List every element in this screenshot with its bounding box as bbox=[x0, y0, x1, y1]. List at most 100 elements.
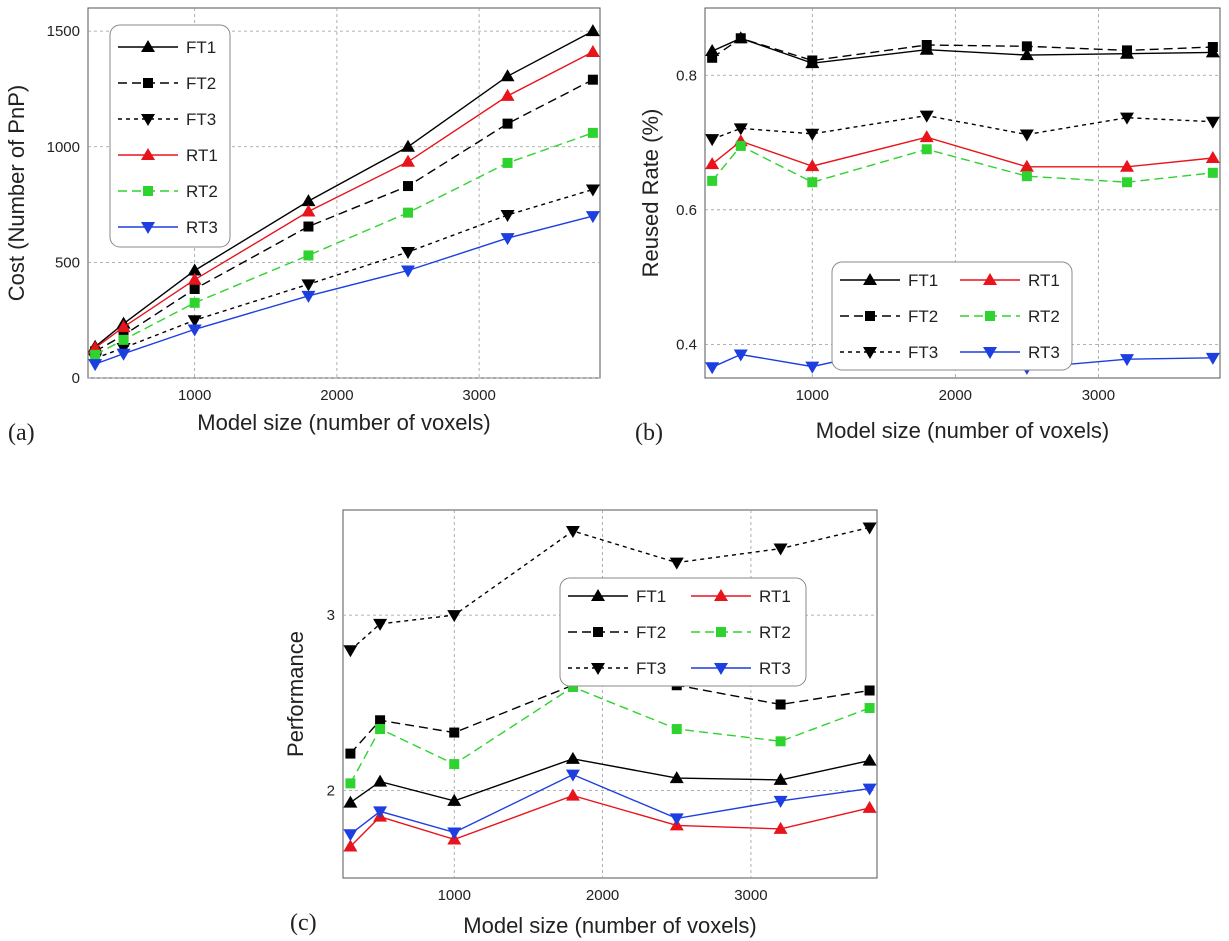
legend-box bbox=[109, 24, 231, 248]
data-point-ft1 bbox=[187, 263, 202, 276]
data-point-rt3 bbox=[585, 211, 600, 224]
y-tick-label: 1500 bbox=[47, 23, 80, 40]
legend-marker bbox=[141, 114, 155, 126]
data-point-ft3 bbox=[301, 279, 316, 292]
series-rt3 bbox=[88, 211, 600, 372]
legend-marker bbox=[143, 78, 153, 88]
legend: FT1 FT2 FT3 RT1 RT2 RT3 bbox=[559, 577, 807, 687]
x-axis-label: Model size (number of voxels) bbox=[463, 913, 756, 938]
series-ft3 bbox=[705, 110, 1220, 147]
data-point-rt3 bbox=[447, 827, 462, 840]
legend-item-ft1: FT1 bbox=[840, 271, 938, 290]
data-point-rt1 bbox=[1205, 151, 1220, 164]
data-point-rt1 bbox=[500, 88, 515, 101]
data-point-ft1 bbox=[373, 774, 388, 787]
data-point-rt2 bbox=[775, 736, 786, 747]
legend-label: RT3 bbox=[186, 218, 218, 237]
data-point-ft2 bbox=[735, 33, 746, 44]
legend-label: FT1 bbox=[186, 38, 216, 57]
data-point-rt1 bbox=[862, 800, 877, 813]
x-tick-label: 2000 bbox=[320, 387, 353, 404]
data-point-ft3 bbox=[401, 246, 415, 259]
legend-marker bbox=[983, 273, 997, 285]
data-point-rt1 bbox=[565, 788, 580, 801]
legend-item-rt1: RT1 bbox=[960, 271, 1060, 290]
legend-label: RT1 bbox=[1028, 271, 1060, 290]
x-tick-label: 1000 bbox=[796, 387, 829, 404]
legend-label: RT3 bbox=[759, 659, 791, 678]
data-point-ft3 bbox=[373, 618, 388, 631]
data-point-ft2 bbox=[707, 52, 718, 63]
data-point-ft3 bbox=[1205, 116, 1220, 129]
chart-panel-3: 1000 2000 3000 2 3 Model size (number of voxe… bbox=[283, 509, 878, 938]
data-point-ft3 bbox=[500, 209, 515, 222]
legend-item-rt3: RT3 bbox=[960, 343, 1060, 362]
legend-item-ft1: FT1 bbox=[118, 38, 216, 57]
data-point-rt3 bbox=[187, 324, 202, 337]
data-point-rt3 bbox=[565, 769, 580, 782]
data-point-ft3 bbox=[187, 315, 202, 328]
legend-label: RT2 bbox=[186, 182, 218, 201]
panel-tag: (c) bbox=[290, 910, 317, 936]
legend-label: RT3 bbox=[1028, 343, 1060, 362]
legend-marker bbox=[983, 347, 997, 359]
data-point-ft1 bbox=[669, 771, 684, 784]
data-point-ft2 bbox=[189, 283, 200, 294]
data-point-rt1 bbox=[805, 159, 820, 172]
data-point-rt3 bbox=[1205, 352, 1220, 365]
legend-marker bbox=[141, 40, 155, 52]
legend-item-rt3: RT3 bbox=[691, 659, 791, 678]
data-point-rt3 bbox=[733, 349, 748, 362]
data-point-rt1 bbox=[1019, 159, 1034, 172]
data-point-rt2 bbox=[567, 681, 578, 692]
legend-label: FT3 bbox=[908, 343, 938, 362]
data-point-rt2 bbox=[735, 140, 746, 151]
chart-panel-1: 1000 2000 3000 0 500 1000 1500 Model size (numb… bbox=[4, 7, 601, 446]
data-point-rt2 bbox=[90, 349, 101, 360]
chart-panel-2: 1000 2000 3000 0.4 0.6 0.8 Model size (number … bbox=[635, 7, 1221, 446]
legend-item-ft2: FT2 bbox=[568, 623, 666, 642]
y-tick-label: 1000 bbox=[47, 139, 80, 156]
data-point-ft3 bbox=[585, 184, 600, 197]
data-point-rt3 bbox=[773, 795, 788, 808]
legend-marker bbox=[863, 273, 877, 285]
legend-item-ft3: FT3 bbox=[568, 659, 666, 678]
data-point-ft2 bbox=[864, 685, 875, 696]
data-point-ft2 bbox=[345, 748, 356, 759]
data-point-ft3 bbox=[1120, 112, 1135, 125]
legend-marker bbox=[714, 589, 728, 601]
x-tick-label: 3000 bbox=[734, 887, 767, 904]
data-point-ft2 bbox=[775, 699, 786, 710]
data-point-rt2 bbox=[345, 778, 356, 789]
data-point-rt2 bbox=[1207, 167, 1218, 178]
data-point-ft3 bbox=[919, 110, 934, 123]
legend-label: FT1 bbox=[908, 271, 938, 290]
data-point-ft3 bbox=[773, 543, 788, 556]
data-point-rt2 bbox=[864, 703, 875, 714]
data-point-rt2 bbox=[375, 724, 386, 735]
legend-item-ft1: FT1 bbox=[568, 587, 666, 606]
data-point-ft1 bbox=[500, 69, 515, 82]
x-axis-label: Model size (number of voxels) bbox=[197, 410, 490, 435]
x-tick-label: 2000 bbox=[939, 387, 972, 404]
legend-label: FT3 bbox=[636, 659, 666, 678]
data-point-ft3 bbox=[1019, 129, 1034, 142]
legend-marker bbox=[985, 311, 995, 321]
data-point-ft2 bbox=[303, 221, 314, 232]
data-point-ft1 bbox=[585, 24, 600, 37]
series-ft3 bbox=[343, 522, 877, 658]
data-point-ft3 bbox=[805, 128, 820, 141]
series-rt2 bbox=[90, 127, 598, 360]
data-point-ft1 bbox=[773, 772, 788, 785]
legend-item-rt2: RT2 bbox=[960, 307, 1060, 326]
data-point-ft3 bbox=[343, 645, 358, 658]
legend-marker bbox=[716, 627, 726, 637]
y-tick-label: 0.4 bbox=[676, 336, 697, 353]
series-rt3 bbox=[343, 769, 877, 842]
legend: FT1 FT2 FT3 RT1 RT2 RT3 bbox=[831, 261, 1073, 371]
data-point-rt3 bbox=[401, 265, 415, 278]
y-tick-label: 500 bbox=[55, 254, 80, 271]
x-tick-label: 3000 bbox=[462, 387, 495, 404]
y-tick-label: 3 bbox=[327, 607, 335, 624]
data-point-rt3 bbox=[669, 813, 684, 826]
